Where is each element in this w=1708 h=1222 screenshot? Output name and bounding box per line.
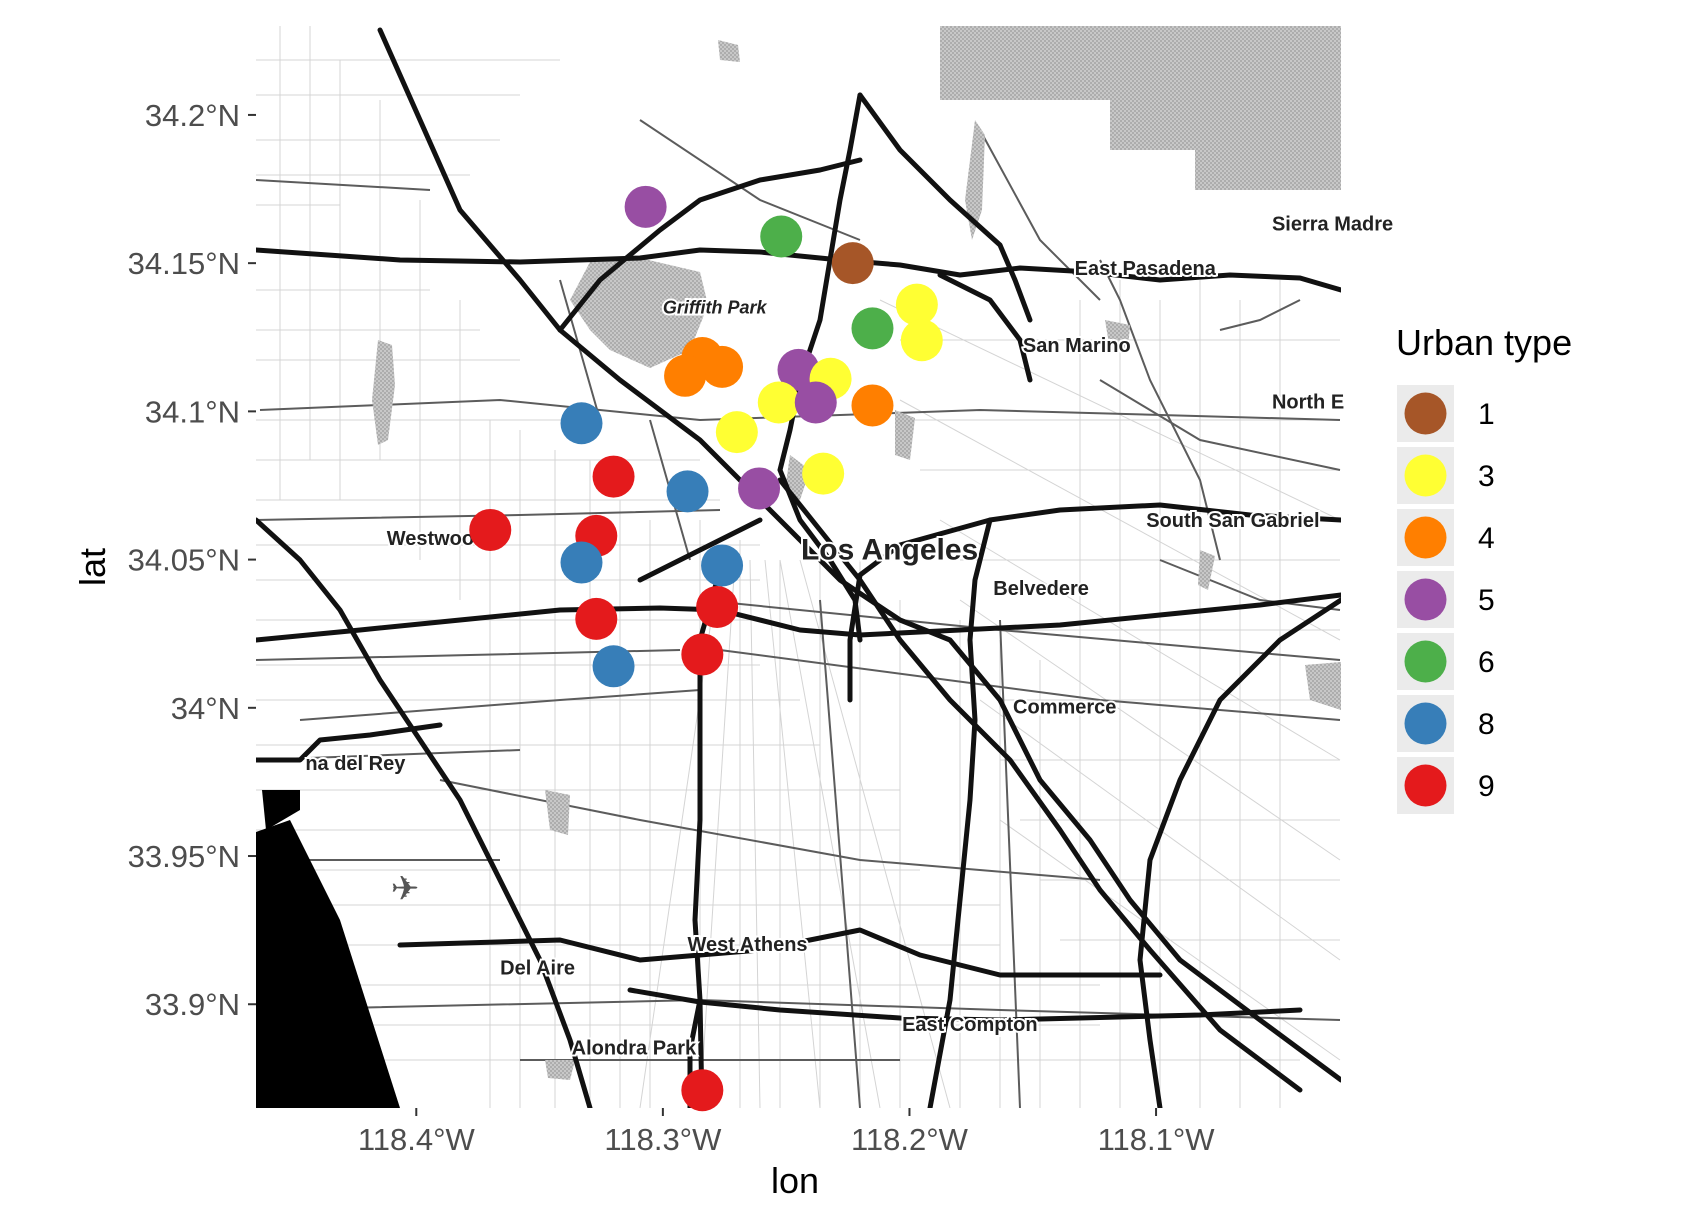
place-label: Alondra Park — [572, 1038, 697, 1060]
place-label: East Pasadena — [1075, 258, 1217, 280]
data-points — [469, 185, 943, 1112]
data-point-type-6 — [760, 215, 803, 258]
data-point-type-3 — [802, 452, 845, 495]
x-axis: 118.4°W 118.3°W 118.2°W 118.1°W — [358, 1108, 1215, 1157]
data-point-type-6 — [851, 307, 894, 350]
data-point-type-3 — [895, 283, 938, 326]
data-point-type-9 — [469, 508, 512, 551]
data-point-type-9 — [575, 597, 618, 640]
legend-swatch — [1404, 392, 1447, 435]
legend-label: 6 — [1478, 646, 1495, 679]
data-point-type-8 — [560, 402, 603, 445]
data-point-type-9 — [681, 1069, 724, 1112]
data-point-type-4 — [701, 345, 744, 388]
y-axis: 34.2°N 34.15°N 34.1°N 34.05°N 34°N 33.95°N 33.… — [128, 98, 256, 1022]
legend-label: 3 — [1478, 460, 1495, 493]
legend-label: 1 — [1478, 398, 1495, 431]
data-point-type-8 — [666, 470, 709, 513]
parks — [372, 26, 1341, 1080]
legend-swatch — [1404, 702, 1447, 745]
legend-swatch — [1404, 454, 1447, 497]
data-point-type-3 — [900, 319, 943, 362]
x-tick-label: 118.3°W — [604, 1122, 722, 1157]
legend-label: 8 — [1478, 708, 1495, 741]
place-label: Commerce — [1013, 697, 1116, 719]
y-axis-title: lat — [72, 548, 113, 586]
place-label: Griffith Park — [663, 298, 768, 318]
legend-title: Urban type — [1396, 322, 1572, 363]
legend-swatch — [1404, 640, 1447, 683]
data-point-type-9 — [681, 633, 724, 676]
data-point-type-5 — [794, 381, 837, 424]
data-point-type-8 — [592, 645, 635, 688]
place-label: South San Gabriel — [1146, 510, 1319, 532]
data-point-type-8 — [701, 544, 744, 587]
place-label: na del Rey — [305, 753, 406, 775]
y-tick-label: 34.1°N — [145, 394, 240, 429]
x-tick-label: 118.4°W — [358, 1122, 476, 1157]
data-point-type-5 — [777, 348, 820, 391]
place-label: Sierra Madre — [1272, 214, 1393, 236]
freeways — [256, 27, 1341, 1108]
y-tick-label: 34.05°N — [128, 543, 240, 578]
place-label: San Marino — [1023, 335, 1131, 357]
data-point-type-9 — [696, 586, 739, 629]
place-label: North E — [1272, 391, 1344, 413]
data-point-type-5 — [624, 185, 667, 228]
legend-swatch — [1404, 764, 1447, 807]
place-label: East Compton — [902, 1014, 1038, 1036]
data-point-type-5 — [738, 467, 781, 510]
ocean — [256, 820, 400, 1108]
airport-icon: ✈ — [391, 869, 420, 909]
map-labels: Sierra Madre East Pasadena San Marino North… — [303, 212, 1395, 1062]
y-tick-label: 34°N — [171, 691, 240, 726]
legend-label: 4 — [1478, 522, 1495, 555]
place-label: Del Aire — [500, 958, 575, 980]
x-tick-label: 118.1°W — [1098, 1122, 1216, 1157]
y-tick-label: 33.95°N — [128, 839, 240, 874]
data-point-type-8 — [560, 541, 603, 584]
legend-label: 9 — [1478, 770, 1495, 803]
x-axis-title: lon — [771, 1160, 819, 1201]
place-label: Los Angeles — [801, 534, 978, 567]
marina — [262, 790, 300, 830]
data-point-type-4 — [851, 384, 894, 427]
data-point-type-1 — [831, 242, 874, 285]
x-tick-label: 118.2°W — [851, 1122, 969, 1157]
data-point-type-9 — [592, 455, 635, 498]
place-label: Belvedere — [993, 578, 1089, 600]
y-tick-label: 33.9°N — [145, 987, 240, 1022]
data-point-type-3 — [715, 411, 758, 454]
basemap — [256, 26, 1341, 1108]
y-tick-label: 34.2°N — [145, 98, 240, 133]
data-point-type-4 — [664, 354, 707, 397]
arterial-roads — [256, 119, 1341, 1108]
legend: Urban type 1 3 4 5 6 8 9 — [1396, 322, 1572, 814]
legend-swatch — [1404, 578, 1447, 621]
y-tick-label: 34.15°N — [128, 246, 240, 281]
place-label: West Athens — [688, 934, 808, 956]
data-point-type-3 — [757, 381, 800, 424]
legend-swatch — [1404, 516, 1447, 559]
legend-label: 5 — [1478, 584, 1495, 617]
